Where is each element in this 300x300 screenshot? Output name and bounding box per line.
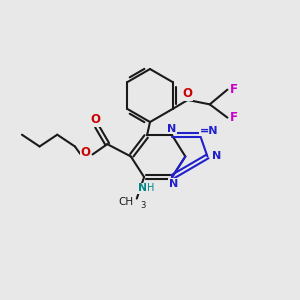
Text: F: F (230, 111, 238, 124)
Text: O: O (183, 87, 193, 100)
Text: =N: =N (200, 126, 218, 136)
Text: CH: CH (118, 197, 133, 207)
Text: N: N (138, 183, 147, 193)
Text: O: O (91, 113, 100, 127)
Text: N: N (212, 152, 221, 161)
Text: F: F (230, 83, 238, 96)
Text: N: N (167, 124, 176, 134)
Text: N: N (169, 178, 178, 189)
Text: O: O (80, 146, 90, 159)
Text: 3: 3 (140, 201, 146, 210)
Text: H: H (147, 183, 154, 193)
